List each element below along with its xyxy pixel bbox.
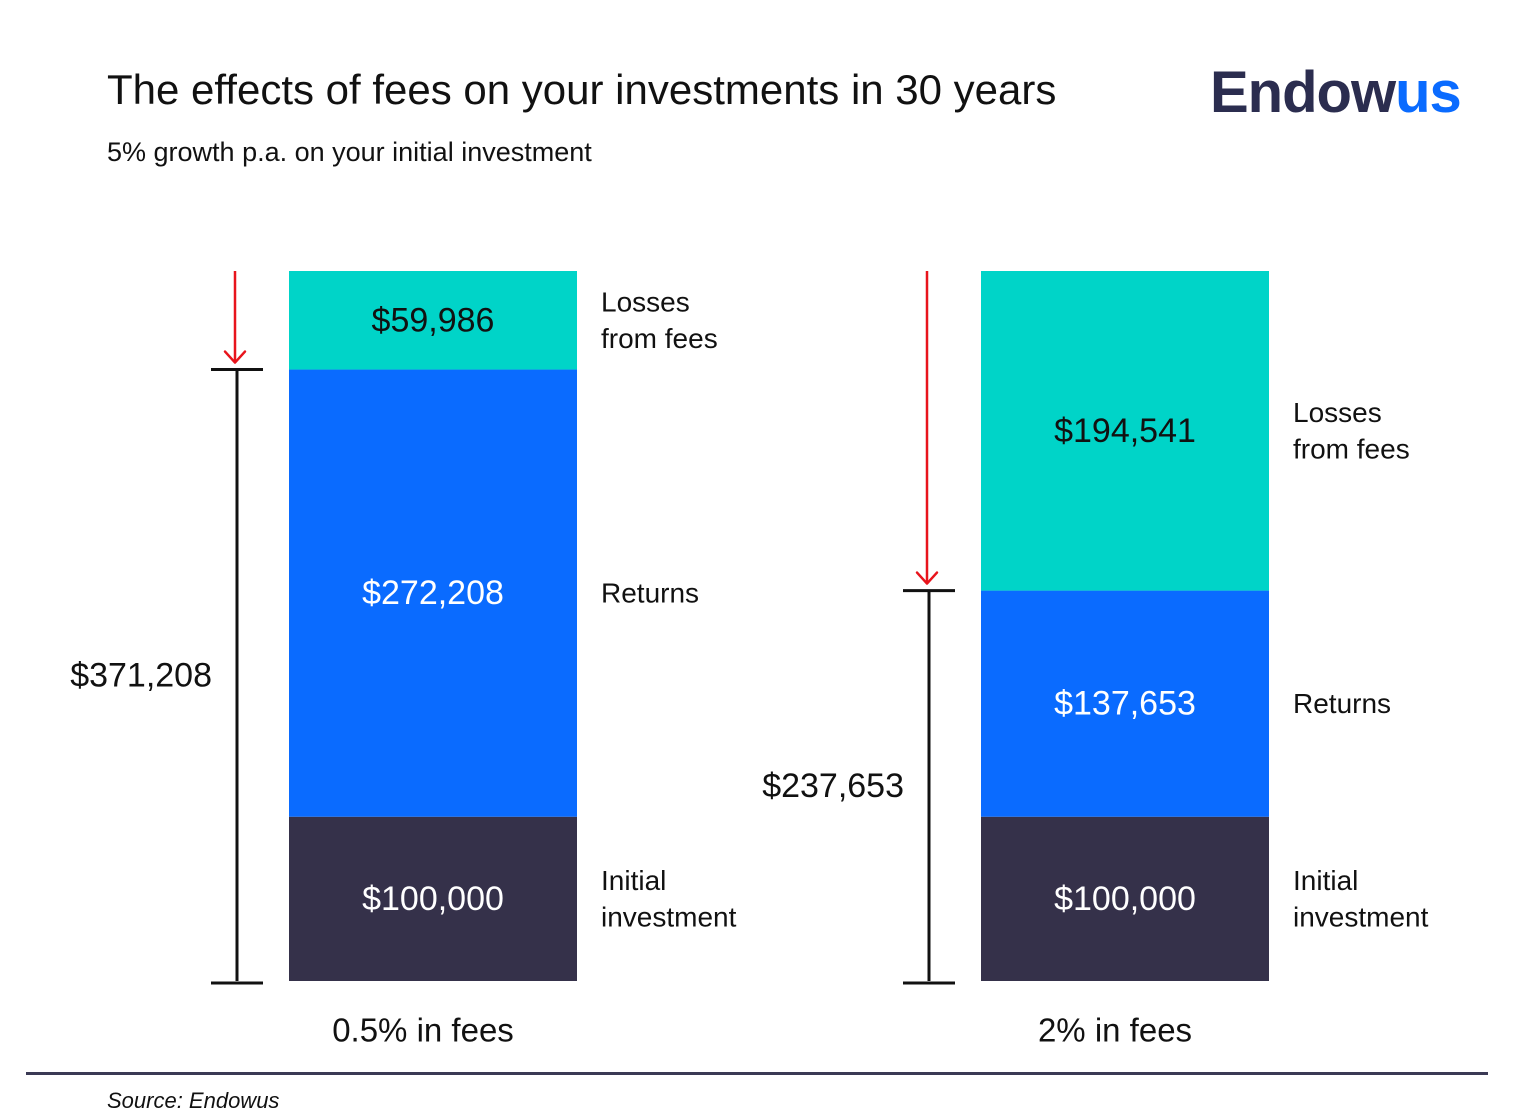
value-label-losses-2: $194,541: [1054, 412, 1196, 450]
bar-segment-returns-2: [981, 590, 1269, 817]
series-label-returns-2-line-1: Returns: [1293, 688, 1391, 719]
endowus-logo: Endowus: [1210, 60, 1462, 127]
fee-arrow-head-1: [223, 350, 247, 364]
net-total-label-1: $371,208: [70, 656, 212, 694]
series-label-losses-2-line-1: Losses: [1293, 397, 1382, 428]
value-label-initial-2: $100,000: [1054, 880, 1196, 918]
value-label-returns-1: $272,208: [362, 574, 504, 612]
bar-segment-losses-1: [289, 271, 577, 370]
series-label-losses-2-line-2: from fees: [1293, 433, 1410, 464]
bar-segment-initial-2: [981, 816, 1269, 981]
value-label-losses-1: $59,986: [372, 301, 495, 339]
series-label-returns-1-line-1: Returns: [601, 578, 699, 609]
footer-divider: [26, 1072, 1488, 1075]
bar-segment-initial-1: [289, 816, 577, 981]
bar-segment-returns-1: [289, 369, 577, 817]
value-label-returns-2: $137,653: [1054, 685, 1196, 723]
logo-text-us: us: [1395, 60, 1462, 125]
series-label-initial-2-line-1: Initial: [1293, 865, 1358, 896]
net-total-label-2: $237,653: [762, 767, 904, 805]
stacked-bar-chart: $100,000 $272,208 $59,986 Initial investment…: [70, 271, 1429, 1049]
series-label-initial-2-line-2: investment: [1293, 902, 1429, 933]
value-label-initial-1: $100,000: [362, 880, 504, 918]
logo-text-endow: Endow: [1210, 60, 1396, 125]
chart-title: The effects of fees on your investments …: [107, 66, 1057, 113]
source-note: Source: Endowus: [107, 1088, 280, 1113]
series-label-losses-1-line-2: from fees: [601, 323, 718, 354]
series-label-initial-1-line-1: Initial: [601, 865, 666, 896]
category-label-1: 0.5% in fees: [332, 1012, 514, 1049]
series-label-initial-1-line-2: investment: [601, 902, 737, 933]
bar-segment-losses-2: [981, 271, 1269, 591]
series-label-losses-1-line-1: Losses: [601, 287, 690, 318]
chart-subtitle: 5% growth p.a. on your initial investmen…: [107, 137, 592, 167]
fee-arrow-head-2: [915, 571, 939, 585]
category-label-2: 2% in fees: [1038, 1012, 1192, 1049]
